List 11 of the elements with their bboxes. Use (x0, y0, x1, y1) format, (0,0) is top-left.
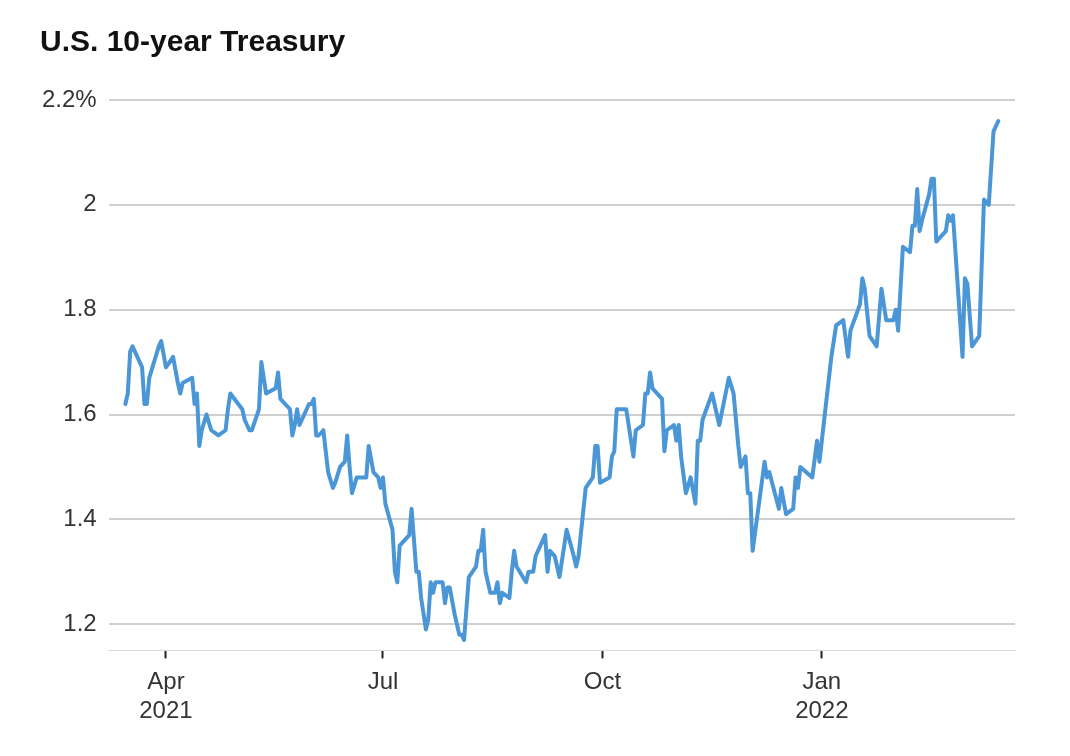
chart-title: U.S. 10-year Treasury (40, 24, 346, 58)
x-tick-label: Oct (583, 667, 622, 695)
y-tick-label: 1.8 (63, 294, 97, 322)
x-tick-label: Jan 2022 (795, 667, 849, 724)
y-tick-label: 2 (83, 189, 97, 217)
y-tick-label: 2.2% (42, 84, 97, 112)
x-tick-label: Apr 2021 (139, 667, 193, 724)
y-tick-label: 1.4 (63, 503, 97, 531)
x-tick-label: Jul (367, 667, 399, 695)
y-tick-label: 1.6 (63, 399, 97, 427)
y-tick-label: 1.2 (63, 608, 97, 636)
